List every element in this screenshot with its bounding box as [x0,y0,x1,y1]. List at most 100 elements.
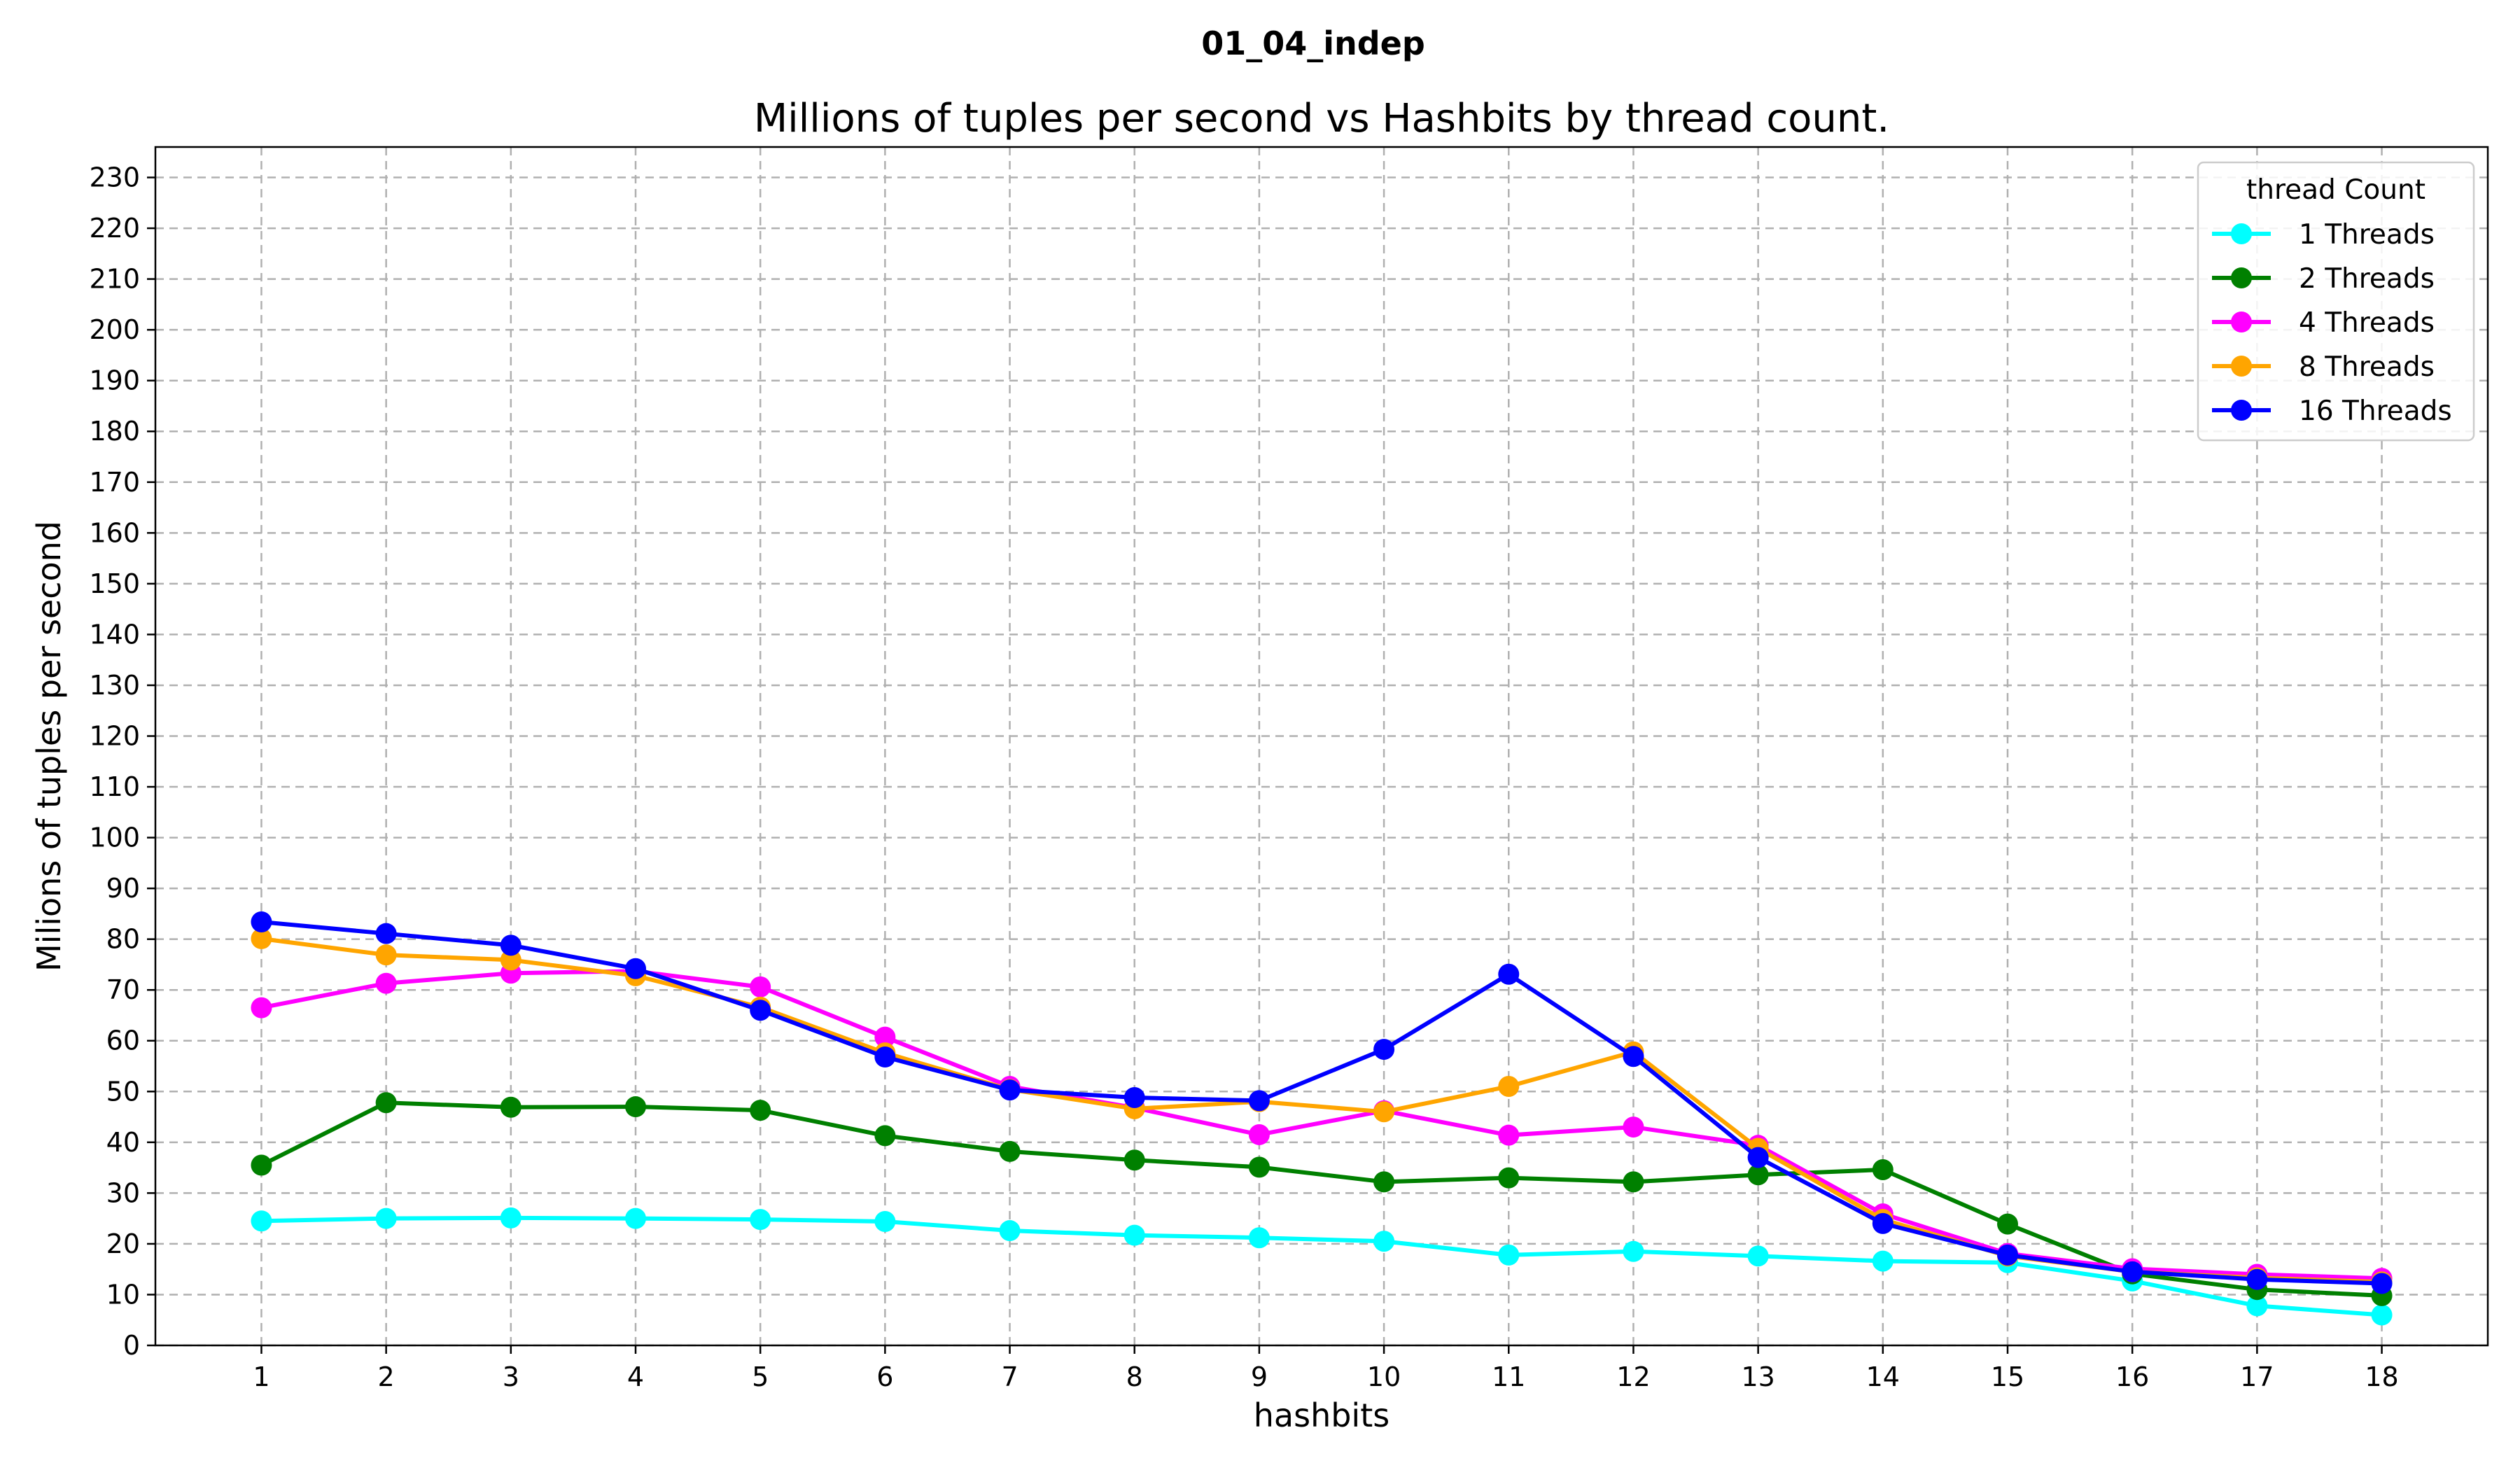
x-tick-label: 18 [2365,1362,2398,1392]
plot-frame [154,146,2489,1347]
y-tick-label: 230 [89,162,140,193]
data-point [1498,1167,1520,1189]
legend-item: 8 Threads [2212,351,2435,383]
y-tick-label: 190 [89,365,140,396]
data-point [375,923,397,944]
series-line [261,920,2382,1286]
data-point [251,997,272,1018]
axes: 1 2 3 4 5 6 7 8 9 10 11 12 13 14 15 16 17 180102030405060… [89,146,2489,1392]
legend-item: 16 Threads [2212,396,2452,427]
x-tick-label: 2 [378,1362,395,1392]
data-point [1498,963,1520,985]
x-tick-label: 11 [1492,1362,1525,1392]
data-point [999,1220,1021,1242]
data-point [1373,1039,1395,1060]
x-tick-label: 5 [752,1362,769,1392]
y-tick-label: 150 [89,568,140,599]
data-point [625,958,646,979]
x-tick-label: 8 [1126,1362,1143,1392]
y-tick-label: 60 [106,1026,140,1056]
series-group [251,911,2393,1326]
series-line [260,1100,2382,1298]
data-point [1872,1250,1893,1272]
series-line [261,1215,2382,1317]
data-point [1498,1124,1520,1146]
data-point [874,1046,896,1068]
data-point [1872,1159,1893,1181]
legend-swatch-marker [2231,312,2252,332]
legend-label: 8 Threads [2299,351,2435,383]
y-tick-label: 170 [89,467,140,498]
data-point [1747,1164,1769,1186]
x-tick-label: 9 [1251,1362,1268,1392]
y-tick-label: 0 [123,1330,140,1361]
x-tick-label: 6 [876,1362,893,1392]
data-point [1747,1245,1769,1267]
y-tick-label: 100 [89,822,140,853]
data-point [2122,1261,2143,1282]
data-point [1997,1213,2018,1235]
legend-label: 1 Threads [2299,219,2435,251]
data-point [1623,1240,1644,1262]
x-tick-label: 17 [2240,1362,2274,1392]
legend: thread Count 1 Threads 2 Threads 4 Threads 8… [2197,161,2475,442]
data-point [251,1154,272,1176]
data-point [1623,1116,1644,1138]
data-point [375,972,397,994]
legend-label: 16 Threads [2299,396,2452,427]
y-tick-label: 10 [106,1279,140,1310]
y-tick-label: 110 [89,771,140,802]
x-tick-label: 3 [503,1362,519,1392]
y-tick-label: 210 [89,264,140,295]
y-tick-label: 90 [106,873,140,904]
y-tick-label: 130 [89,670,140,701]
data-point [375,1208,397,1229]
x-axis-label: hashbits [1254,1396,1390,1434]
data-point [874,1026,896,1048]
data-point [1248,1124,1270,1145]
x-tick-label: 1 [253,1362,270,1392]
data-point [2371,1304,2393,1326]
y-tick-label: 50 [106,1076,140,1107]
data-point [1997,1244,2018,1266]
data-point [2246,1295,2268,1317]
data-point [500,1207,522,1228]
y-tick-label: 160 [89,517,140,548]
x-tick-label: 13 [1741,1362,1774,1392]
legend-swatch-marker [2231,356,2252,377]
y-tick-label: 180 [89,416,140,447]
x-tick-label: 14 [1866,1362,1900,1392]
data-point [874,1210,896,1232]
data-point [874,1125,896,1147]
data-point [1373,1231,1395,1252]
x-tick-label: 12 [1616,1362,1650,1392]
data-point [1124,1224,1145,1246]
legend-label: 2 Threads [2299,263,2435,295]
data-point [1248,1227,1270,1249]
data-point [1498,1244,1520,1266]
legend-swatch-marker [2231,400,2252,421]
legend-title: thread Count [2246,174,2426,206]
data-point [2371,1273,2393,1294]
y-tick-label: 30 [106,1177,140,1208]
y-tick-label: 70 [106,974,140,1005]
series-1 [251,1207,2393,1326]
chart-suptitle: 01_04_indep [1201,24,1425,62]
data-point [1623,1046,1644,1068]
data-point [1373,1101,1395,1123]
data-point [251,927,272,949]
data-point [625,1208,646,1229]
data-point [2246,1268,2268,1290]
y-tick-label: 20 [106,1228,140,1259]
legend-item: 4 Threads [2212,307,2435,339]
y-tick-label: 40 [106,1127,140,1158]
data-point [750,1000,771,1021]
x-tick-label: 15 [1991,1362,2024,1392]
data-point [1498,1076,1520,1098]
data-point [1623,1171,1644,1193]
series-line [260,969,2382,1281]
legend-swatch-marker [2231,223,2252,244]
y-tick-label: 200 [89,314,140,345]
data-point [625,1096,646,1118]
